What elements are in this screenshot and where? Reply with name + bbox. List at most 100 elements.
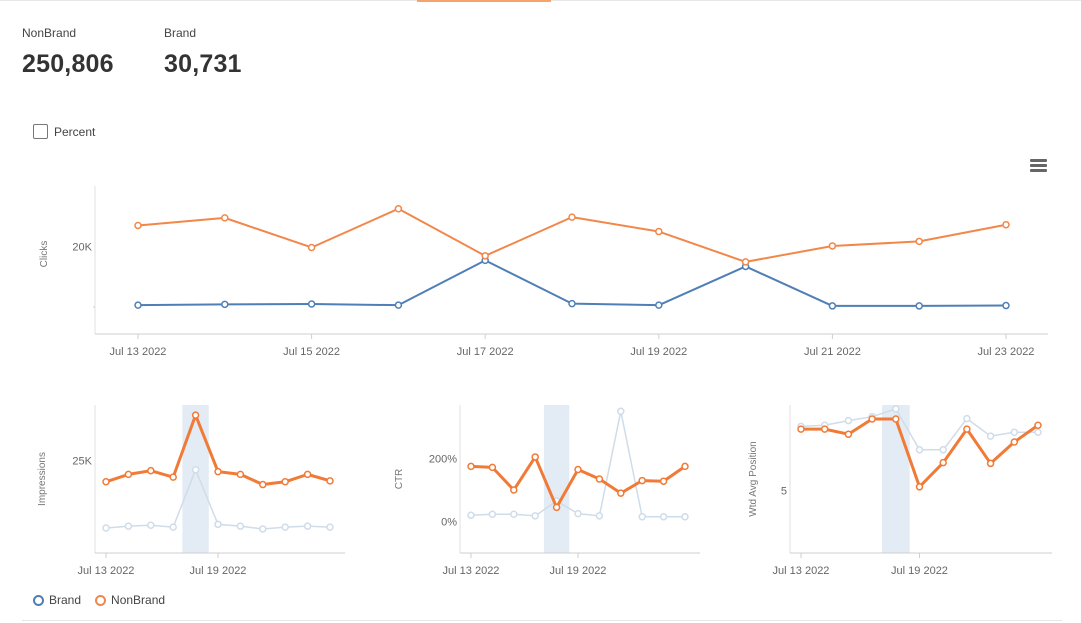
data-point-brand[interactable]: [568, 299, 576, 308]
x-tick-label: Jul 13 2022: [773, 565, 830, 577]
data-point-brand[interactable]: [169, 523, 177, 531]
data-point-nonbrand[interactable]: [1010, 438, 1019, 446]
data-point-nonbrand[interactable]: [467, 462, 475, 471]
chart-wtd-avg-position: Wtd Avg Position 5 Jul 13 2022 Jul 19 2022: [748, 405, 1052, 577]
data-point-brand[interactable]: [124, 522, 133, 530]
data-point-nonbrand[interactable]: [828, 242, 837, 250]
data-point-nonbrand[interactable]: [915, 483, 924, 491]
data-point-brand[interactable]: [191, 466, 200, 474]
data-point-nonbrand[interactable]: [638, 476, 646, 485]
data-point-brand[interactable]: [531, 512, 539, 520]
data-point-nonbrand[interactable]: [236, 470, 245, 479]
chart-impressions: Impressions 25K Jul 13 2022 Jul 19 2022: [37, 405, 345, 577]
data-point-brand[interactable]: [134, 301, 142, 309]
data-point-brand[interactable]: [681, 513, 689, 521]
data-point-nonbrand[interactable]: [552, 503, 561, 512]
data-point-brand[interactable]: [1034, 428, 1042, 437]
data-point-brand[interactable]: [281, 523, 289, 531]
y-axis-label: Impressions: [37, 452, 48, 506]
data-point-nonbrand[interactable]: [868, 415, 876, 423]
data-point-nonbrand[interactable]: [124, 470, 133, 479]
data-point-brand[interactable]: [214, 520, 222, 529]
data-point-brand[interactable]: [617, 407, 625, 416]
data-point-brand[interactable]: [574, 509, 582, 518]
data-point-nonbrand[interactable]: [394, 205, 403, 213]
data-point-nonbrand[interactable]: [915, 237, 923, 246]
data-point-nonbrand[interactable]: [655, 227, 663, 236]
percent-checkbox[interactable]: [33, 124, 48, 139]
data-point-brand[interactable]: [892, 405, 900, 413]
series-line-brand: [800, 408, 1038, 451]
data-point-nonbrand[interactable]: [214, 467, 222, 476]
x-tick-label: Jul 19 2022: [891, 565, 948, 577]
data-point-brand[interactable]: [259, 525, 267, 533]
chart-clicks: Clicks 20K Jul 13 2022 Jul 15 2022 Jul 17 20…: [39, 186, 1048, 358]
data-point-brand[interactable]: [963, 414, 971, 423]
data-point-nonbrand[interactable]: [963, 425, 971, 433]
data-point-nonbrand[interactable]: [326, 477, 334, 485]
data-point-brand[interactable]: [655, 301, 663, 309]
data-point-brand[interactable]: [467, 511, 475, 519]
data-point-brand[interactable]: [638, 513, 646, 521]
data-point-brand[interactable]: [659, 513, 668, 521]
legend-item-brand[interactable]: Brand: [33, 593, 81, 607]
percent-toggle[interactable]: Percent: [33, 124, 95, 139]
data-point-brand[interactable]: [221, 300, 229, 309]
data-point-brand[interactable]: [147, 521, 155, 529]
data-point-nonbrand[interactable]: [259, 480, 267, 489]
data-point-nonbrand[interactable]: [741, 258, 750, 266]
data-point-nonbrand[interactable]: [595, 475, 604, 483]
data-point-brand[interactable]: [986, 432, 995, 440]
data-point-brand[interactable]: [307, 300, 316, 308]
data-point-nonbrand[interactable]: [617, 489, 625, 497]
data-point-nonbrand[interactable]: [820, 425, 829, 433]
data-point-nonbrand[interactable]: [797, 425, 805, 433]
hover-highlight-band: [543, 405, 570, 553]
data-point-brand[interactable]: [102, 524, 110, 532]
data-point-nonbrand[interactable]: [303, 470, 312, 479]
data-point-nonbrand[interactable]: [134, 221, 142, 230]
data-point-nonbrand[interactable]: [481, 252, 489, 260]
data-point-nonbrand[interactable]: [307, 243, 316, 252]
data-point-nonbrand[interactable]: [147, 466, 155, 475]
data-point-brand[interactable]: [488, 510, 497, 519]
data-point-brand[interactable]: [595, 512, 604, 520]
data-point-nonbrand[interactable]: [574, 465, 582, 474]
data-point-nonbrand[interactable]: [169, 473, 177, 481]
data-point-nonbrand[interactable]: [531, 453, 539, 461]
data-point-brand[interactable]: [510, 510, 518, 519]
y-tick-label: 25K: [72, 456, 92, 468]
data-point-nonbrand[interactable]: [221, 214, 229, 222]
data-point-brand[interactable]: [915, 446, 924, 454]
data-point-brand[interactable]: [326, 523, 334, 531]
data-point-brand[interactable]: [844, 416, 853, 425]
data-point-nonbrand[interactable]: [568, 213, 576, 221]
data-point-nonbrand[interactable]: [844, 430, 853, 438]
data-point-nonbrand[interactable]: [939, 458, 947, 467]
data-point-nonbrand[interactable]: [281, 478, 289, 486]
y-axis-label: Clicks: [39, 241, 50, 268]
data-point-brand[interactable]: [939, 446, 947, 454]
data-point-nonbrand[interactable]: [1034, 421, 1042, 430]
data-point-brand[interactable]: [915, 302, 923, 310]
chart-menu-icon[interactable]: [1029, 158, 1049, 174]
data-point-brand[interactable]: [236, 522, 245, 530]
data-point-brand[interactable]: [1010, 428, 1019, 437]
data-point-nonbrand[interactable]: [986, 459, 995, 468]
y-tick-label: 200%: [429, 454, 457, 466]
data-point-nonbrand[interactable]: [892, 415, 900, 423]
data-point-brand[interactable]: [828, 302, 837, 310]
data-point-nonbrand[interactable]: [681, 462, 689, 471]
legend-item-nonbrand[interactable]: NonBrand: [95, 593, 165, 607]
data-point-brand[interactable]: [394, 301, 403, 309]
data-point-nonbrand[interactable]: [488, 463, 497, 472]
data-point-brand[interactable]: [1002, 301, 1010, 310]
data-point-brand[interactable]: [303, 522, 312, 530]
kpi-nonbrand-label: NonBrand: [22, 26, 77, 40]
data-point-nonbrand[interactable]: [510, 486, 518, 494]
data-point-nonbrand[interactable]: [659, 477, 668, 485]
data-point-nonbrand[interactable]: [102, 478, 110, 486]
data-point-nonbrand[interactable]: [1002, 220, 1010, 229]
data-point-nonbrand[interactable]: [191, 411, 200, 419]
